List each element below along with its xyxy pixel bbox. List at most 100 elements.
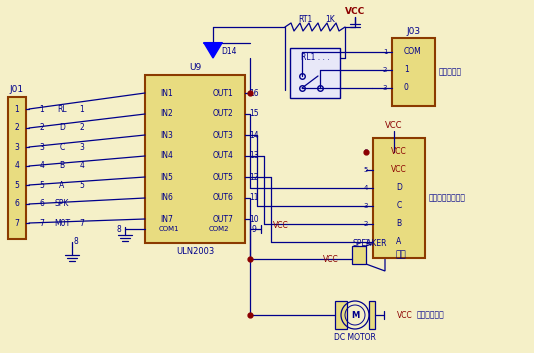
- Text: 0: 0: [404, 84, 409, 92]
- Text: VCC: VCC: [323, 255, 339, 263]
- Text: VCC: VCC: [385, 121, 403, 131]
- Text: IN1: IN1: [161, 89, 174, 97]
- Text: 1: 1: [404, 66, 409, 74]
- Text: 15: 15: [249, 109, 259, 119]
- Text: IN4: IN4: [161, 151, 174, 161]
- Text: VCC: VCC: [397, 311, 413, 319]
- Text: 5: 5: [364, 167, 368, 173]
- Text: 6: 6: [14, 199, 19, 209]
- Text: COM1: COM1: [159, 226, 179, 232]
- Text: 7: 7: [14, 219, 19, 227]
- Text: 喇叭: 喇叭: [395, 251, 406, 259]
- Text: 4: 4: [80, 162, 84, 170]
- Text: C: C: [59, 143, 65, 151]
- Text: SPK: SPK: [55, 199, 69, 209]
- Text: 步进电机驱动接口: 步进电机驱动接口: [429, 193, 466, 203]
- Text: IN5: IN5: [161, 173, 174, 181]
- Bar: [369, 301, 375, 329]
- Text: IN7: IN7: [161, 215, 174, 223]
- Text: M: M: [351, 311, 359, 319]
- Text: OUT2: OUT2: [213, 109, 233, 119]
- Text: A: A: [59, 180, 65, 190]
- Text: ULN2003: ULN2003: [176, 247, 214, 257]
- Text: U9: U9: [189, 64, 201, 72]
- Text: IN2: IN2: [161, 109, 174, 119]
- Text: VCC: VCC: [391, 148, 407, 156]
- Text: 9: 9: [252, 225, 256, 233]
- Text: 13: 13: [249, 151, 259, 161]
- Text: 11: 11: [249, 193, 259, 203]
- Text: RL1 . . .: RL1 . . .: [301, 54, 329, 62]
- Text: D14: D14: [221, 47, 237, 55]
- Text: D: D: [396, 184, 402, 192]
- Text: 3: 3: [383, 85, 387, 91]
- Text: OUT5: OUT5: [213, 173, 233, 181]
- Text: 继电器接口: 继电器接口: [439, 67, 462, 77]
- Text: COM2: COM2: [209, 226, 229, 232]
- Text: 2: 2: [383, 67, 387, 73]
- Text: 4: 4: [14, 162, 19, 170]
- Text: RL: RL: [57, 104, 67, 114]
- Text: C: C: [396, 202, 402, 210]
- Text: 8: 8: [116, 225, 121, 233]
- Text: 直流电机接口: 直流电机接口: [417, 311, 445, 319]
- Text: 2: 2: [364, 221, 368, 227]
- Text: 5: 5: [80, 180, 84, 190]
- Text: 7: 7: [80, 219, 84, 227]
- Text: 6: 6: [364, 149, 368, 155]
- Text: 2: 2: [80, 124, 84, 132]
- Text: OUT6: OUT6: [213, 193, 233, 203]
- Bar: [8, 97, 26, 239]
- Bar: [335, 301, 347, 329]
- Text: 4: 4: [364, 185, 368, 191]
- Text: 5: 5: [40, 180, 44, 190]
- Text: 16: 16: [249, 89, 259, 97]
- Text: VCC: VCC: [345, 7, 365, 17]
- Text: 3: 3: [80, 143, 84, 151]
- Text: 7: 7: [40, 219, 44, 227]
- Bar: [145, 75, 245, 243]
- Text: OUT4: OUT4: [213, 151, 233, 161]
- Text: M0T: M0T: [54, 219, 70, 227]
- Text: 3: 3: [40, 143, 44, 151]
- Text: 2: 2: [14, 124, 19, 132]
- Text: IN3: IN3: [161, 131, 174, 139]
- Text: B: B: [59, 162, 65, 170]
- Text: 1: 1: [364, 239, 368, 245]
- Text: 14: 14: [249, 131, 259, 139]
- Text: 1K: 1K: [325, 16, 335, 24]
- Text: OUT7: OUT7: [213, 215, 233, 223]
- Text: IN6: IN6: [161, 193, 174, 203]
- Text: 6: 6: [40, 199, 44, 209]
- Text: A: A: [396, 238, 402, 246]
- Text: 12: 12: [249, 173, 259, 181]
- Text: J01: J01: [10, 85, 24, 95]
- Text: 8: 8: [74, 238, 78, 246]
- Text: 3: 3: [14, 143, 19, 151]
- Text: RT1: RT1: [298, 16, 312, 24]
- Text: OUT1: OUT1: [213, 89, 233, 97]
- Text: 2: 2: [40, 124, 44, 132]
- Text: VCC: VCC: [273, 221, 289, 229]
- Text: DC MOTOR: DC MOTOR: [334, 334, 376, 342]
- Text: 10: 10: [249, 215, 259, 223]
- Bar: [392, 38, 435, 106]
- Bar: [290, 48, 340, 98]
- Text: 1: 1: [80, 104, 84, 114]
- Text: J03: J03: [406, 26, 421, 36]
- Text: B: B: [396, 220, 402, 228]
- Text: OUT3: OUT3: [213, 131, 233, 139]
- Text: SPEAKER: SPEAKER: [353, 239, 387, 247]
- Text: 1: 1: [383, 49, 387, 55]
- Text: 4: 4: [40, 162, 44, 170]
- Polygon shape: [204, 43, 222, 58]
- Text: 1: 1: [14, 104, 19, 114]
- Text: COM: COM: [404, 48, 422, 56]
- Text: 3: 3: [364, 203, 368, 209]
- Bar: [352, 246, 366, 264]
- Text: VCC: VCC: [391, 166, 407, 174]
- Bar: [373, 138, 425, 258]
- Text: 1: 1: [40, 104, 44, 114]
- Text: 5: 5: [14, 180, 19, 190]
- Text: D: D: [59, 124, 65, 132]
